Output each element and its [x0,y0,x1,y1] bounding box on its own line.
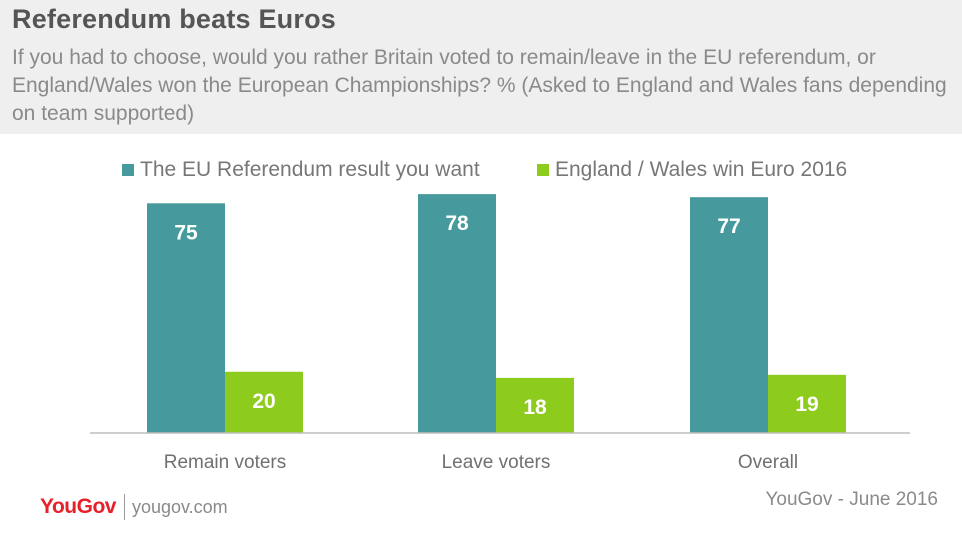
bar-euro-0 [225,371,303,433]
data-label-referendum-2: 77 [717,215,740,238]
bar-euro-1 [496,377,574,433]
footer-site: yougov.com [131,496,228,517]
legend-swatch-euro [537,164,549,176]
legend-label-referendum: The EU Referendum result you want [140,158,480,181]
data-label-referendum-0: 75 [174,221,198,244]
bar-referendum-0 [147,203,225,433]
bar-euro-2 [768,374,846,433]
header-band: Referendum beats Euros If you had to cho… [0,0,962,134]
category-label-1: Leave voters [442,452,551,473]
data-label-euro-2: 19 [795,393,818,416]
legend-swatch-referendum [122,164,134,176]
legend-item-referendum: The EU Referendum result you want [122,158,480,182]
bar-referendum-1 [418,194,496,433]
legend: The EU Referendum result you want Englan… [0,158,962,184]
data-label-euro-0: 20 [252,390,275,413]
bar-referendum-2 [690,197,768,433]
data-label-euro-1: 18 [523,396,547,419]
category-label-0: Remain voters [164,452,287,473]
chart-subtitle: If you had to choose, would you rather B… [12,46,947,125]
footer-brand: YouGov yougov.com [40,494,228,520]
yougov-logo: YouGov [40,495,116,518]
chart-title: Referendum beats Euros [12,4,336,34]
legend-item-euro: England / Wales win Euro 2016 [537,158,847,182]
category-label-2: Overall [738,452,798,473]
legend-label-euro: England / Wales win Euro 2016 [555,158,848,181]
source-note: YouGov - June 2016 [765,489,938,510]
footer-divider [123,494,125,520]
data-label-referendum-1: 78 [445,212,469,235]
